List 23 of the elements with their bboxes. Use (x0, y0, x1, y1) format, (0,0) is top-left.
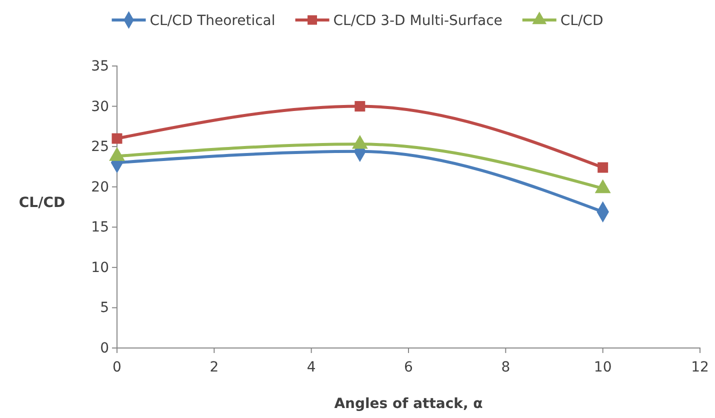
y-tick-label: 5 (100, 300, 109, 316)
x-tick-label: 8 (501, 359, 510, 376)
point (354, 101, 366, 112)
x-tick-label: 4 (306, 359, 316, 376)
y-tick-label: 35 (91, 58, 109, 74)
y-tick-label: 0 (100, 340, 109, 356)
y-tick-label: 30 (91, 98, 109, 115)
legend-label: CL/CD 3-D Multi-Surface (333, 13, 502, 29)
y-axis-title: CL/CD (18, 195, 66, 211)
y-tick-label: 20 (91, 179, 109, 196)
point (598, 162, 608, 173)
legend-label: CL/CD (560, 13, 604, 29)
x-tick-label: 10 (594, 359, 612, 376)
legend-label: CL/CD Theoretical (150, 13, 276, 29)
y-tick-label: 25 (91, 139, 109, 156)
x-tick-label: 2 (210, 359, 219, 376)
y-tick-label: 15 (91, 220, 109, 236)
x-tick-label: 12 (691, 359, 709, 376)
x-tick-label: 6 (404, 359, 414, 376)
x-axis-title: Angles of attack, α (334, 396, 484, 412)
x-tick-label: 0 (112, 359, 122, 376)
y-tick-label: 10 (91, 260, 109, 276)
point (112, 133, 122, 144)
